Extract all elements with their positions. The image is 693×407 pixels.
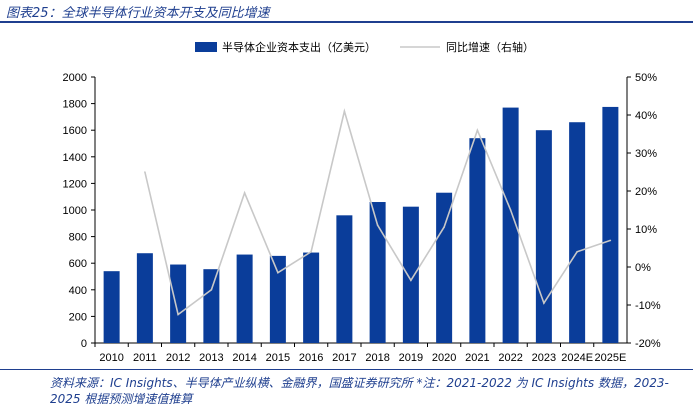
growth-point [543,302,545,304]
title-divider [0,21,693,23]
bar-series [103,106,619,343]
x-tick-label: 2021 [465,352,489,364]
right-tick-label: 20% [635,186,657,198]
x-tick-label: 2010 [99,352,123,364]
source-divider [0,369,693,370]
left-tick-label: 0 [81,338,87,350]
bar [535,130,552,343]
bar [469,138,486,343]
growth-point [376,224,379,226]
growth-point [310,251,312,253]
legend-line-label: 同比增速（右轴） [446,40,534,54]
right-tick-label: -20% [635,338,661,350]
x-tick-label: 2018 [365,352,389,364]
bar [569,122,586,343]
legend-bar-swatch [195,42,217,52]
source-note: 资料来源：IC Insights、半导体产业纵横、金融界，国盛证券研究所 *注：… [50,376,669,406]
right-tick-label: 50% [635,72,657,84]
growth-point [509,209,512,211]
x-tick-label: 2024E [561,352,593,364]
bar [502,107,519,343]
x-tick-label: 2014 [232,352,256,364]
bar [402,206,419,343]
growth-point [609,239,612,242]
growth-point [177,313,179,316]
bar [203,269,220,343]
x-tick-label: 2025E [594,352,626,364]
x-tick-label: 2013 [199,352,223,364]
legend-bar-label: 半导体企业资本支出（亿美元） [222,40,376,54]
left-tick-label: 600 [69,258,87,270]
bar [236,254,253,343]
bar [170,264,187,343]
figure-title: 图表25：全球半导体行业资本开支及同比增速 [6,6,270,21]
left-tick-label: 1400 [63,152,87,164]
x-tick-label: 2023 [532,352,556,364]
growth-point [443,226,445,228]
x-tick-label: 2012 [166,352,190,364]
x-tick-label: 2020 [432,352,456,364]
bar [369,202,386,343]
x-tick-label: 2022 [498,352,522,364]
left-tick-label: 2000 [63,72,87,84]
bar [336,215,353,343]
bar [103,271,120,343]
right-tick-label: 40% [635,110,657,122]
bar [303,252,320,343]
growth-point [243,192,246,194]
left-tick-label: 1000 [63,205,87,217]
left-tick-label: 800 [69,232,87,244]
x-tick-label: 2016 [299,352,323,364]
bar [269,255,286,343]
right-tick-label: 30% [635,148,657,160]
growth-point [576,251,578,253]
left-tick-label: 1200 [63,178,87,190]
growth-point [476,129,479,131]
left-tick-label: 200 [69,311,87,323]
bar [602,106,619,343]
growth-point [210,289,213,291]
growth-point [343,110,346,112]
bar [436,192,453,343]
right-tick-label: 0% [635,262,651,274]
growth-point [410,279,412,282]
right-tick-label: 10% [635,224,657,236]
right-tick-label: -10% [635,300,661,312]
chart: 半导体企业资本支出（亿美元） 同比增速（右轴） 0 200 400 600 800 100… [63,40,661,364]
growth-point [277,271,279,274]
x-tick-label: 2011 [133,352,157,364]
x-tick-label: 2019 [399,352,423,364]
x-tick-label: 2015 [266,352,290,364]
x-tick-label: 2017 [332,352,356,364]
bar [136,253,153,343]
left-tick-label: 1600 [63,125,87,137]
left-tick-label: 400 [69,285,87,297]
left-tick-label: 1800 [63,99,87,111]
legend: 半导体企业资本支出（亿美元） 同比增速（右轴） [195,40,534,54]
line-series [144,108,612,316]
growth-point [144,171,146,173]
